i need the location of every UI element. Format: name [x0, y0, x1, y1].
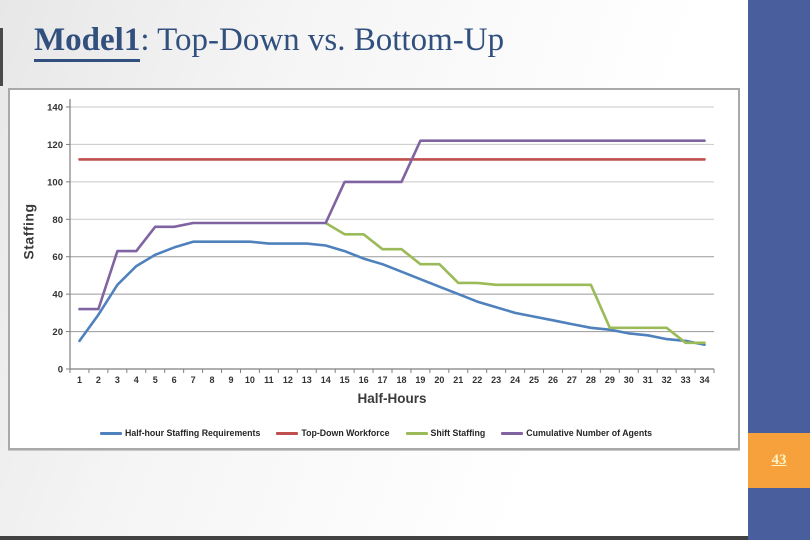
legend-label: Top-Down Workforce	[301, 428, 390, 438]
x-tick-label: 24	[510, 375, 520, 385]
x-tick-label: 16	[359, 375, 369, 385]
x-tick-label: 17	[378, 375, 388, 385]
x-tick-label: 32	[662, 375, 672, 385]
x-tick-label: 27	[567, 375, 577, 385]
chart-container: 0 20 40 60 80 100 120 140 1 2 3 4 5 6 7 8 9 10 11 12 13 14 15 1…	[8, 88, 740, 450]
x-tick-label: 25	[529, 375, 539, 385]
x-tick-label: 30	[624, 375, 634, 385]
x-tick-label: 14	[321, 375, 331, 385]
y-tick-label: 40	[52, 290, 63, 301]
x-tick-label: 26	[548, 375, 558, 385]
y-axis-label: Staffing	[20, 203, 37, 260]
legend-item: Cumulative Number of Agents	[501, 428, 652, 438]
page-title: Model1: Top-Down vs. Bottom-Up	[34, 22, 505, 62]
y-tick-label: 100	[47, 177, 63, 188]
x-tick-label: 9	[228, 375, 233, 385]
x-tick-label: 6	[172, 375, 177, 385]
legend-item: Top-Down Workforce	[276, 428, 390, 438]
x-tick-label: 33	[681, 375, 691, 385]
x-tick-label: 19	[415, 375, 425, 385]
x-tick-label: 21	[453, 375, 463, 385]
page-number-box: 43	[748, 433, 810, 488]
x-tick-label: 3	[115, 375, 120, 385]
legend-item: Half-hour Staffing Requirements	[99, 428, 261, 438]
series-line	[324, 221, 706, 345]
x-tick-label: 28	[586, 375, 596, 385]
x-axis-label: Half-Hours	[357, 391, 427, 406]
x-tick-label: 11	[264, 375, 274, 385]
x-tick-label: 4	[134, 375, 139, 385]
y-tick-label: 60	[52, 252, 63, 263]
series-line	[78, 139, 706, 311]
x-tick-label: 13	[302, 375, 312, 385]
y-tick-label: 20	[52, 327, 63, 338]
y-tick-label: 80	[52, 215, 63, 226]
x-tick-label: 5	[153, 375, 158, 385]
legend-label: Shift Staffing	[430, 428, 486, 438]
x-tick-label: 31	[643, 375, 653, 385]
x-tick-label: 22	[472, 375, 482, 385]
x-tick-label: 10	[245, 375, 255, 385]
x-tick-label: 8	[210, 375, 215, 385]
legend-swatch	[99, 431, 122, 435]
x-tick-label: 29	[605, 375, 615, 385]
x-tick-label: 2	[96, 375, 101, 385]
legend-label: Cumulative Number of Agents	[526, 428, 653, 438]
x-tick-label: 15	[340, 375, 350, 385]
slide-edge-notch	[0, 28, 3, 86]
x-tick-label: 34	[700, 375, 710, 385]
y-tick-label: 0	[58, 365, 63, 376]
x-tick-label: 7	[191, 375, 196, 385]
x-tick-label: 1	[77, 375, 82, 385]
y-tick-label: 120	[47, 140, 63, 151]
legend-item: Shift Staffing	[405, 428, 486, 438]
series-line	[78, 240, 706, 346]
y-tick-label: 140	[47, 103, 63, 114]
legend-swatch	[405, 431, 428, 435]
x-tick-label: 12	[283, 375, 293, 385]
legend-label: Half-hour Staffing Requirements	[124, 428, 261, 438]
title-keyword: Model1	[34, 22, 141, 62]
x-tick-label: 23	[491, 375, 501, 385]
page-number: 43	[771, 452, 787, 468]
x-tick-label: 18	[396, 375, 406, 385]
x-tick-label: 20	[434, 375, 444, 385]
legend-swatch	[276, 431, 299, 435]
legend-swatch	[501, 431, 524, 435]
title-subtitle: : Top-Down vs. Bottom-Up	[140, 22, 505, 58]
bottom-edge-strip	[0, 536, 748, 540]
chart-legend: Half-hour Staffing Requirements Top-Down …	[10, 422, 742, 444]
